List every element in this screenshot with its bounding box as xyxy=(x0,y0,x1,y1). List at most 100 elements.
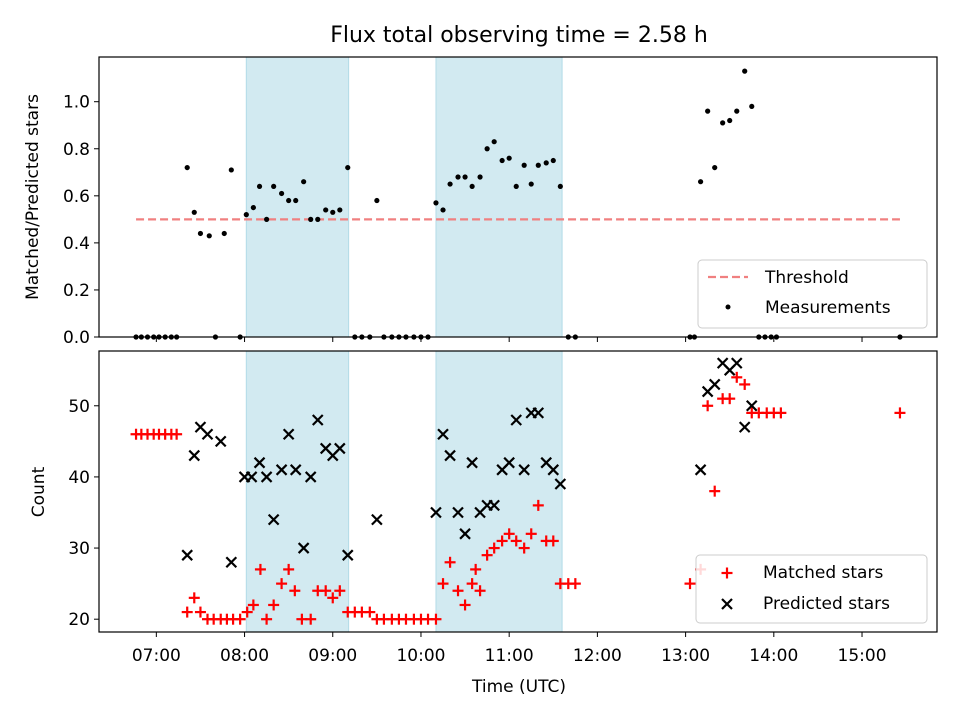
predicted-star-point xyxy=(214,435,227,448)
matched-star-point xyxy=(518,542,530,554)
predicted-star-point xyxy=(532,407,545,419)
top-y-axis-label: Matched/Predicted stars xyxy=(23,94,43,300)
matched-star-point xyxy=(709,485,721,497)
measurement-point xyxy=(337,207,343,213)
matched-star-point xyxy=(268,599,280,611)
predicted-star-point xyxy=(289,464,302,476)
x-tick-label: 13:00 xyxy=(661,646,710,666)
matched-star-point xyxy=(444,556,456,568)
matched-star-point xyxy=(547,535,559,547)
predicted-star-point xyxy=(730,357,743,369)
legend-predicted-label: Predicted stars xyxy=(763,594,890,614)
top-panel: 0.0 0.2 0.4 0.6 0.8 1.0 Matched/Predicted sta… xyxy=(23,56,938,348)
measurement-point xyxy=(491,139,497,145)
matched-star-point xyxy=(775,407,787,419)
measurement-point xyxy=(528,181,534,187)
predicted-star-point xyxy=(518,464,530,476)
chart-title: Flux total observing time = 2.58 h xyxy=(330,23,708,48)
y-tick-label: 0.4 xyxy=(63,234,90,254)
matched-star-point xyxy=(731,371,743,383)
predicted-star-point xyxy=(694,464,707,476)
predicted-star-point xyxy=(547,464,560,476)
predicted-star-point xyxy=(554,478,567,490)
matched-star-point xyxy=(525,528,537,540)
matched-star-point xyxy=(739,378,751,390)
measurement-point xyxy=(440,207,446,213)
predicted-star-point xyxy=(275,464,288,476)
measurement-point xyxy=(301,179,307,185)
measurement-point xyxy=(243,212,249,218)
matched-star-point xyxy=(437,578,449,590)
matched-star-point xyxy=(430,613,442,625)
legend-measurements-swatch xyxy=(725,304,731,310)
measurement-point xyxy=(720,120,726,126)
matched-star-point xyxy=(305,613,317,625)
predicted-star-point xyxy=(437,428,449,441)
measurement-point xyxy=(323,207,329,213)
top-shaded-interval-2 xyxy=(435,56,563,338)
predicted-star-point xyxy=(260,471,273,483)
predicted-star-point xyxy=(341,549,354,561)
matched-star-point xyxy=(459,599,471,611)
measurement-point xyxy=(278,190,285,197)
predicted-star-point xyxy=(466,456,478,469)
matched-star-point xyxy=(470,563,482,575)
predicted-star-point xyxy=(459,528,471,540)
predicted-star-point xyxy=(430,506,442,519)
matched-star-point xyxy=(247,599,259,611)
measurement-point xyxy=(557,183,563,190)
top-legend-box xyxy=(697,259,928,329)
bottom-legend-box xyxy=(695,554,928,624)
x-tick-label: 09:00 xyxy=(308,646,357,666)
measurement-point xyxy=(712,164,718,171)
predicted-star-point xyxy=(201,428,214,441)
legend-threshold-label: Threshold xyxy=(764,268,849,288)
predicted-star-point xyxy=(745,399,758,412)
matched-star-point xyxy=(171,428,183,440)
matched-star-point xyxy=(466,578,478,590)
matched-star-point xyxy=(496,535,508,547)
y-tick-label: 0.0 xyxy=(63,328,90,348)
measurement-point xyxy=(197,230,204,237)
y-tick-label: 0.2 xyxy=(63,281,90,301)
measurement-point xyxy=(293,197,299,204)
x-axis-label: Time (UTC) xyxy=(471,677,566,697)
x-tick-label: 11:00 xyxy=(485,646,534,666)
matched-star-point xyxy=(488,542,500,554)
measurement-point xyxy=(455,174,461,180)
predicted-star-point xyxy=(452,506,464,519)
matched-star-point xyxy=(894,407,906,419)
y-tick-label: 1.0 xyxy=(63,93,90,113)
matched-star-point xyxy=(194,606,206,618)
predicted-star-point xyxy=(488,499,500,512)
measurement-point xyxy=(506,155,512,161)
legend-predicted-swatch xyxy=(721,598,733,610)
predicted-star-point xyxy=(334,442,346,455)
bot-shaded-interval-1 xyxy=(245,350,350,633)
measurement-point xyxy=(513,183,519,190)
predicted-star-point xyxy=(738,421,751,433)
bottom-y-axis-label: Count xyxy=(29,466,49,517)
y-tick-label: 20 xyxy=(68,610,90,630)
measurement-point xyxy=(447,181,453,187)
x-tick-label: 07:00 xyxy=(132,646,181,666)
legend-matched-swatch xyxy=(721,567,733,579)
measurement-point xyxy=(697,179,704,185)
matched-star-point xyxy=(364,606,376,618)
matched-star-point xyxy=(276,578,288,590)
measurement-point xyxy=(543,160,549,166)
y-tick-label: 0.6 xyxy=(63,187,90,207)
predicted-star-point xyxy=(267,513,280,526)
matched-star-point xyxy=(181,606,193,618)
measurement-point xyxy=(191,209,197,215)
x-tick-label: 15:00 xyxy=(838,646,887,666)
predicted-star-point xyxy=(245,471,258,483)
predicted-star-point xyxy=(297,542,310,554)
y-tick-label: 0.8 xyxy=(63,140,90,160)
matched-star-point xyxy=(510,535,522,547)
measurement-point xyxy=(535,162,541,168)
predicted-star-point xyxy=(510,414,523,426)
measurement-point xyxy=(250,204,256,211)
measurement-point xyxy=(433,200,439,206)
